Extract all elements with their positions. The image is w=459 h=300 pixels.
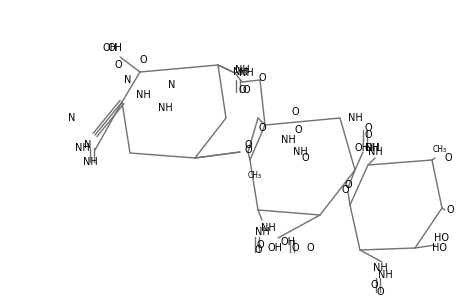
Text: NH: NH: [238, 68, 253, 78]
Text: O: O: [241, 85, 249, 95]
Text: O: O: [244, 145, 251, 155]
Text: NH: NH: [260, 223, 275, 233]
Text: O: O: [306, 243, 313, 253]
Text: N: N: [168, 80, 175, 90]
Text: NH: NH: [347, 113, 362, 123]
Text: O: O: [369, 280, 377, 290]
Text: NH: NH: [232, 67, 247, 77]
Text: O: O: [257, 73, 265, 83]
Text: O: O: [139, 55, 146, 65]
Text: OH: OH: [354, 143, 369, 153]
Text: CH₃: CH₃: [432, 146, 446, 154]
Text: NH: NH: [135, 90, 150, 100]
Text: O: O: [238, 85, 245, 95]
Text: OH: OH: [280, 237, 295, 247]
Text: OH: OH: [267, 243, 282, 253]
Text: HO: HO: [434, 233, 448, 243]
Text: O: O: [244, 140, 251, 150]
Text: O: O: [443, 153, 451, 163]
Text: OH: OH: [107, 43, 122, 53]
Text: O: O: [301, 153, 308, 163]
Text: NH: NH: [234, 65, 249, 75]
Text: N: N: [124, 75, 131, 85]
Text: O: O: [445, 205, 453, 215]
Text: HO: HO: [431, 243, 447, 253]
Text: NH: NH: [364, 143, 379, 153]
Text: O: O: [364, 123, 371, 133]
Text: N: N: [84, 140, 91, 150]
Text: O: O: [294, 125, 301, 135]
Text: NH: NH: [254, 227, 269, 237]
Text: O: O: [291, 243, 298, 253]
Text: O: O: [257, 123, 265, 133]
Text: O: O: [343, 180, 351, 190]
Text: N: N: [68, 113, 76, 123]
Text: NH: NH: [157, 103, 172, 113]
Text: O: O: [254, 245, 261, 255]
Text: O: O: [256, 240, 263, 250]
Text: CH₃: CH₃: [247, 170, 262, 179]
Text: O: O: [114, 60, 122, 70]
Text: NH: NH: [83, 157, 97, 167]
Text: NH: NH: [74, 143, 89, 153]
Text: NH: NH: [377, 270, 392, 280]
Text: O: O: [291, 107, 298, 117]
Text: NH: NH: [292, 147, 307, 157]
Text: OH: OH: [364, 143, 379, 153]
Text: NH: NH: [280, 135, 295, 145]
Text: O: O: [341, 185, 348, 195]
Text: O: O: [375, 287, 383, 297]
Text: NH: NH: [372, 263, 386, 273]
Text: OH: OH: [102, 43, 117, 53]
Text: O: O: [364, 130, 371, 140]
Text: NH: NH: [367, 147, 381, 157]
